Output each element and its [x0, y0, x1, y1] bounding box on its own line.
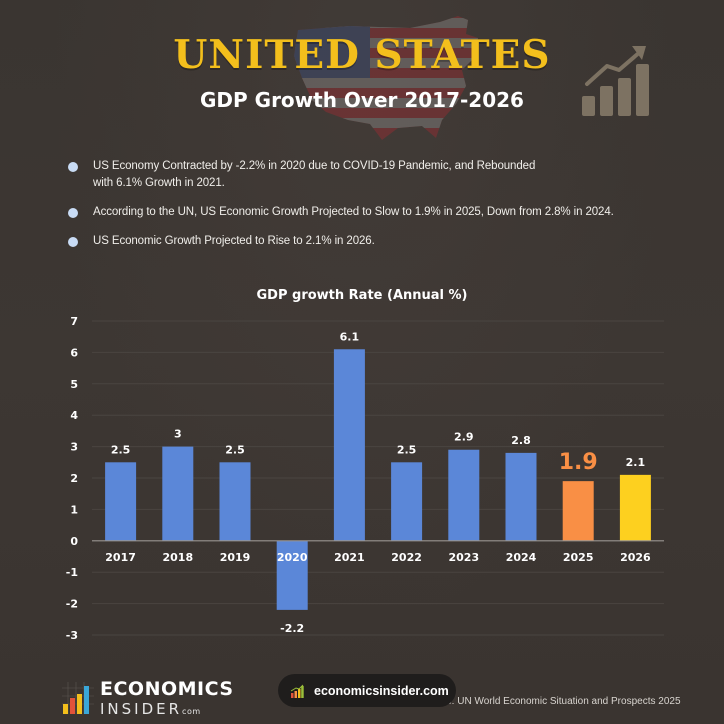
x-tick-label: 2018 [162, 551, 193, 564]
bar-2020 [276, 540, 308, 610]
data-label: 2.5 [397, 443, 417, 456]
logo-text-insider-word: INSIDER [100, 700, 183, 718]
data-label: 3 [174, 428, 182, 441]
x-tick-label: 2023 [448, 551, 479, 564]
y-tick-label: 2 [70, 472, 78, 485]
x-tick-label: 2021 [334, 551, 365, 564]
gdp-growth-chart: GDP growth Rate (Annual %) 7 6 5 4 3 2 1 0 -1 -2 -… [0, 280, 724, 650]
bullet-text: US Economic Growth Projected to Rise to … [93, 235, 375, 247]
bar-2025 [562, 481, 594, 541]
page-title: UNITED STATES [173, 32, 551, 78]
y-tick-label: 6 [70, 346, 78, 359]
y-tick-label: -3 [66, 629, 78, 642]
data-label: 2.9 [454, 431, 474, 444]
chart-title: GDP growth Rate (Annual %) [256, 288, 468, 303]
y-tick-label: -1 [66, 566, 78, 579]
logo-bars-icon [62, 682, 94, 714]
growth-chart-icon [582, 46, 649, 116]
x-tick-label: 2025 [563, 551, 594, 564]
data-label: 2.8 [511, 434, 531, 447]
y-tick-label: -2 [66, 598, 78, 611]
data-label: 2.5 [111, 443, 131, 456]
logo-text-insider: INSIDERcom [100, 700, 201, 718]
y-tick-label: 3 [70, 441, 78, 454]
y-tick-label: 5 [70, 378, 78, 391]
list-item: According to the UN, US Economic Growth … [68, 204, 628, 221]
bar-2024 [505, 452, 537, 541]
page-subtitle: GDP Growth Over 2017-2026 [200, 88, 524, 112]
data-label: 2.5 [225, 443, 245, 456]
bullet-dot-icon [68, 237, 78, 247]
x-tick-label: 2022 [391, 551, 422, 564]
x-tick-label: 2017 [105, 551, 136, 564]
logo-text-com: com [182, 707, 201, 716]
data-label: 1.9 [559, 450, 598, 475]
logo-text-economics: ECONOMICS [100, 678, 234, 700]
y-tick-label: 0 [70, 535, 78, 548]
x-tick-label: 2024 [506, 551, 537, 564]
list-item: US Economic Growth Projected to Rise to … [68, 233, 628, 250]
source-note: Source: UN World Economic Situation and … [420, 696, 681, 707]
y-tick-label: 1 [70, 503, 78, 516]
economics-insider-logo: ECONOMICS INSIDERcom [60, 678, 260, 718]
x-tick-label: 2026 [620, 551, 651, 564]
bullet-dot-icon [68, 208, 78, 218]
x-tick-label: 2019 [220, 551, 251, 564]
x-tick-label: 2020 [277, 551, 308, 564]
y-tick-label: 4 [70, 409, 78, 422]
website-link-pill[interactable]: economicsinsider.com [278, 674, 456, 707]
chart-plot: 7 6 5 4 3 2 1 0 -1 -2 -3 2017 2.5 2018 3 2019 2.5 2020 -2.… [66, 315, 664, 642]
key-points-list: US Economy Contracted by -2.2% in 2020 d… [68, 158, 628, 262]
bullet-text: US Economy Contracted by -2.2% in 2020 d… [93, 160, 536, 189]
bar-2023 [448, 449, 480, 541]
data-label: 6.1 [340, 330, 360, 343]
us-flag-map-image [294, 16, 478, 140]
data-label: 2.1 [626, 456, 646, 469]
bullet-text: According to the UN, US Economic Growth … [93, 206, 614, 218]
chart-logo-icon [290, 684, 304, 698]
website-link[interactable]: economicsinsider.com [314, 683, 449, 698]
bar-2019 [219, 462, 251, 541]
data-label: -2.2 [280, 622, 304, 635]
bar-2026 [619, 474, 651, 541]
bar-2021 [333, 349, 365, 541]
list-item: US Economy Contracted by -2.2% in 2020 d… [68, 158, 628, 192]
bar-2017 [105, 462, 137, 541]
bar-2018 [162, 446, 194, 541]
bullet-dot-icon [68, 162, 78, 172]
y-tick-label: 7 [70, 315, 78, 328]
bar-2022 [391, 462, 423, 541]
